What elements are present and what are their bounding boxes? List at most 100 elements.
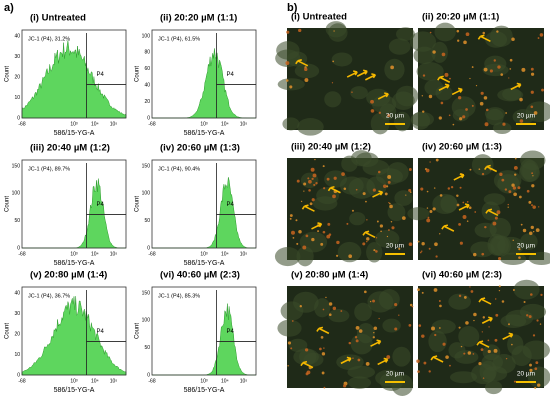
- dot: [481, 252, 485, 256]
- histogram: [152, 177, 256, 249]
- cell: [367, 291, 394, 313]
- cell: [450, 371, 478, 384]
- dot: [483, 67, 488, 72]
- dot: [512, 239, 514, 242]
- dot: [295, 219, 298, 222]
- dot: [530, 90, 534, 94]
- dot: [460, 345, 463, 348]
- dot: [478, 168, 481, 170]
- x-tick-label: 10⁴: [221, 251, 229, 257]
- dot: [505, 357, 508, 360]
- dot: [287, 341, 292, 345]
- dot: [421, 95, 424, 97]
- dot: [409, 243, 412, 245]
- gate-name: P4: [96, 329, 104, 335]
- dot: [493, 348, 498, 353]
- cell: [375, 229, 400, 248]
- dot: [459, 241, 463, 245]
- dot: [355, 339, 359, 343]
- dot: [322, 165, 325, 168]
- dot: [398, 314, 400, 316]
- dot: [373, 326, 378, 331]
- cell: [520, 150, 546, 171]
- dot: [456, 29, 460, 33]
- cell: [489, 235, 510, 256]
- dot: [322, 230, 326, 234]
- dot: [320, 242, 324, 246]
- gate-name: P4: [96, 202, 104, 208]
- dot: [300, 200, 303, 203]
- plot-title: (v) 20:80 µM (1:4): [30, 270, 107, 281]
- dot: [531, 172, 534, 175]
- y-tick-label: 100: [142, 191, 151, 197]
- gate: [86, 33, 126, 118]
- dot: [529, 363, 532, 367]
- dot: [323, 386, 326, 389]
- arrow: [370, 339, 382, 347]
- dot: [488, 326, 490, 328]
- dot: [383, 184, 387, 188]
- y-axis-label: Count: [5, 196, 11, 212]
- gate-name: P4: [96, 72, 104, 78]
- cell: [520, 233, 538, 251]
- x-tick-label: 10⁵: [240, 378, 248, 384]
- dot: [513, 165, 518, 170]
- dot: [449, 77, 451, 80]
- dot: [482, 31, 486, 35]
- arrow: [316, 326, 330, 335]
- x-tick-label: 10³: [200, 251, 208, 257]
- dot: [483, 96, 488, 100]
- dot: [333, 176, 337, 180]
- dot: [417, 370, 420, 373]
- dot: [386, 185, 389, 188]
- dot: [405, 194, 407, 196]
- dot: [433, 288, 438, 292]
- dot: [343, 187, 347, 191]
- dot: [431, 326, 435, 331]
- x-tick-label: -68: [18, 251, 25, 257]
- dot: [391, 226, 395, 230]
- dot: [509, 68, 512, 70]
- arrow: [510, 82, 522, 91]
- dot: [463, 352, 466, 355]
- dot: [473, 312, 477, 317]
- plot-frame: [151, 29, 257, 119]
- dot: [370, 99, 374, 104]
- arrow: [311, 222, 323, 230]
- y-axis-label: Count: [135, 66, 141, 82]
- dot: [471, 66, 474, 68]
- dot: [311, 237, 315, 242]
- dot: [313, 183, 316, 186]
- cell: [513, 279, 540, 300]
- cell: [328, 23, 348, 42]
- cell: [392, 346, 411, 367]
- cell: [497, 174, 520, 194]
- arrow: [301, 204, 315, 212]
- dot: [423, 361, 427, 365]
- dot: [512, 186, 517, 190]
- dot: [444, 72, 449, 77]
- y-tick-label: 100: [12, 191, 21, 197]
- dot: [489, 69, 493, 73]
- dot: [357, 358, 361, 362]
- dot: [402, 216, 406, 220]
- scale-bar-label: 20 µm: [517, 113, 535, 120]
- dot: [528, 200, 532, 204]
- dot: [333, 30, 335, 32]
- dot: [304, 78, 309, 82]
- cell: [384, 58, 405, 81]
- gate-label: JC-1 (P4), 31.2%: [28, 36, 70, 42]
- dot: [394, 303, 398, 307]
- gate-label: JC-1 (P4), 89.7%: [28, 166, 70, 172]
- arrow: [453, 173, 465, 181]
- dot: [286, 30, 290, 34]
- plot-title: (iv) 20:60 µM (1:3): [160, 143, 240, 154]
- cell: [484, 55, 507, 72]
- dot: [308, 189, 311, 192]
- dot: [326, 234, 331, 239]
- dot: [517, 186, 521, 190]
- dot: [456, 203, 460, 207]
- dot: [285, 79, 289, 82]
- dot: [475, 84, 478, 87]
- dot: [480, 348, 484, 352]
